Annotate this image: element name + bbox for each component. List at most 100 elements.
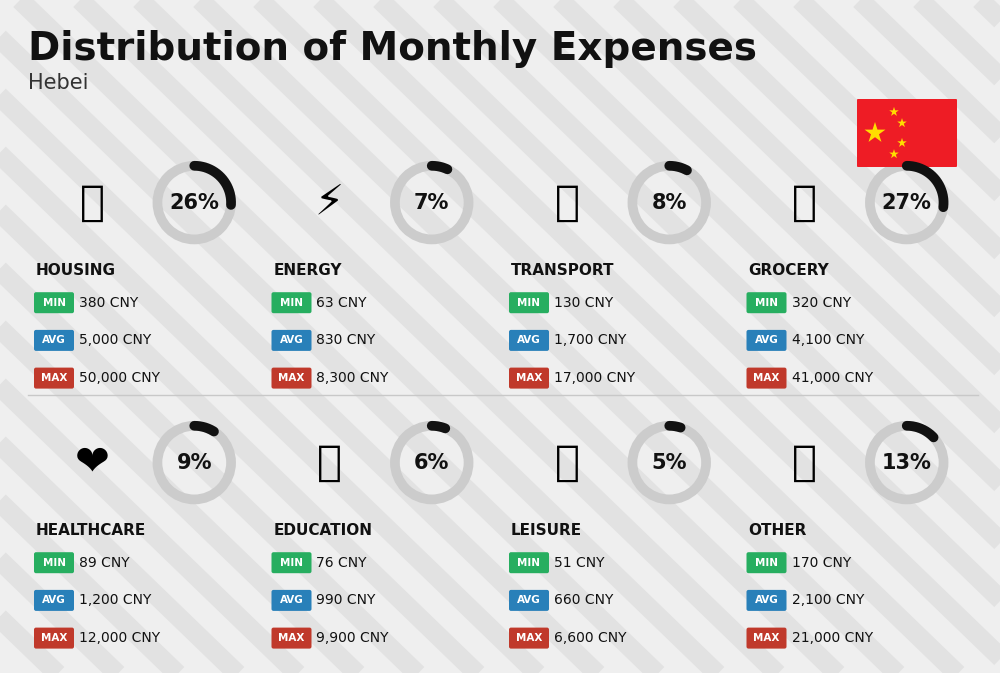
FancyBboxPatch shape	[272, 590, 312, 611]
FancyBboxPatch shape	[34, 590, 74, 611]
Text: MAX: MAX	[516, 373, 542, 383]
Text: MAX: MAX	[753, 373, 780, 383]
Text: 🛍: 🛍	[555, 441, 580, 484]
FancyBboxPatch shape	[746, 292, 786, 313]
FancyBboxPatch shape	[746, 590, 786, 611]
Text: 8%: 8%	[652, 192, 687, 213]
FancyBboxPatch shape	[857, 99, 957, 167]
Text: MIN: MIN	[280, 297, 303, 308]
Text: 🏢: 🏢	[80, 182, 105, 223]
Text: 380 CNY: 380 CNY	[79, 295, 138, 310]
Text: 17,000 CNY: 17,000 CNY	[554, 371, 635, 385]
FancyBboxPatch shape	[34, 367, 74, 388]
Text: 4,100 CNY: 4,100 CNY	[792, 333, 864, 347]
Text: 🛒: 🛒	[792, 182, 817, 223]
Text: TRANSPORT: TRANSPORT	[511, 262, 614, 278]
Text: AVG: AVG	[517, 596, 541, 606]
Text: MIN: MIN	[280, 558, 303, 568]
Text: 1,700 CNY: 1,700 CNY	[554, 333, 626, 347]
FancyBboxPatch shape	[272, 292, 312, 313]
Text: 1,200 CNY: 1,200 CNY	[79, 594, 151, 608]
Text: MIN: MIN	[755, 297, 778, 308]
Text: AVG: AVG	[517, 335, 541, 345]
FancyBboxPatch shape	[34, 553, 74, 573]
FancyBboxPatch shape	[272, 367, 312, 388]
Text: 5%: 5%	[652, 453, 687, 472]
FancyBboxPatch shape	[509, 628, 549, 649]
Polygon shape	[897, 118, 907, 127]
Text: HEALTHCARE: HEALTHCARE	[36, 523, 146, 538]
Text: 320 CNY: 320 CNY	[792, 295, 851, 310]
Text: 🚌: 🚌	[555, 182, 580, 223]
FancyBboxPatch shape	[34, 330, 74, 351]
Text: 🎓: 🎓	[317, 441, 342, 484]
Text: 50,000 CNY: 50,000 CNY	[79, 371, 160, 385]
Text: MIN: MIN	[42, 297, 66, 308]
Text: 6,600 CNY: 6,600 CNY	[554, 631, 626, 645]
Text: 660 CNY: 660 CNY	[554, 594, 613, 608]
Text: 990 CNY: 990 CNY	[316, 594, 376, 608]
Text: AVG: AVG	[280, 335, 303, 345]
Text: OTHER: OTHER	[748, 523, 807, 538]
FancyBboxPatch shape	[509, 367, 549, 388]
Text: MAX: MAX	[41, 373, 67, 383]
FancyBboxPatch shape	[746, 367, 786, 388]
Text: AVG: AVG	[755, 335, 778, 345]
FancyBboxPatch shape	[272, 330, 312, 351]
Text: MAX: MAX	[41, 633, 67, 643]
FancyBboxPatch shape	[509, 292, 549, 313]
Text: MAX: MAX	[516, 633, 542, 643]
Text: MAX: MAX	[753, 633, 780, 643]
Text: AVG: AVG	[755, 596, 778, 606]
Text: 41,000 CNY: 41,000 CNY	[792, 371, 873, 385]
Text: MAX: MAX	[278, 633, 305, 643]
FancyBboxPatch shape	[509, 330, 549, 351]
Text: 💰: 💰	[792, 441, 817, 484]
Text: 26%: 26%	[169, 192, 219, 213]
Text: 89 CNY: 89 CNY	[79, 556, 130, 570]
FancyBboxPatch shape	[746, 628, 786, 649]
FancyBboxPatch shape	[272, 628, 312, 649]
Text: LEISURE: LEISURE	[511, 523, 582, 538]
Text: 13%: 13%	[882, 453, 932, 472]
Text: 12,000 CNY: 12,000 CNY	[79, 631, 160, 645]
Text: 6%: 6%	[414, 453, 449, 472]
Text: 51 CNY: 51 CNY	[554, 556, 604, 570]
Text: AVG: AVG	[42, 335, 66, 345]
FancyBboxPatch shape	[746, 553, 786, 573]
Text: 9,900 CNY: 9,900 CNY	[316, 631, 389, 645]
Text: AVG: AVG	[42, 596, 66, 606]
Text: MIN: MIN	[518, 297, 540, 308]
FancyBboxPatch shape	[272, 553, 312, 573]
Text: MIN: MIN	[42, 558, 66, 568]
Polygon shape	[889, 107, 899, 116]
Text: 76 CNY: 76 CNY	[316, 556, 367, 570]
Text: Distribution of Monthly Expenses: Distribution of Monthly Expenses	[28, 30, 757, 68]
Polygon shape	[897, 138, 907, 147]
Text: 7%: 7%	[414, 192, 449, 213]
Polygon shape	[865, 122, 885, 142]
Text: 130 CNY: 130 CNY	[554, 295, 613, 310]
Text: 8,300 CNY: 8,300 CNY	[316, 371, 389, 385]
Text: MAX: MAX	[278, 373, 305, 383]
Text: 63 CNY: 63 CNY	[316, 295, 367, 310]
Text: EDUCATION: EDUCATION	[274, 523, 372, 538]
Text: 27%: 27%	[882, 192, 932, 213]
Text: Hebei: Hebei	[28, 73, 88, 93]
FancyBboxPatch shape	[509, 590, 549, 611]
FancyBboxPatch shape	[34, 628, 74, 649]
Polygon shape	[889, 149, 899, 158]
Text: 5,000 CNY: 5,000 CNY	[79, 333, 151, 347]
Text: MIN: MIN	[755, 558, 778, 568]
Text: 9%: 9%	[176, 453, 212, 472]
Text: ❤: ❤	[75, 441, 110, 484]
FancyBboxPatch shape	[34, 292, 74, 313]
Text: AVG: AVG	[280, 596, 303, 606]
Text: 830 CNY: 830 CNY	[316, 333, 376, 347]
Text: ENERGY: ENERGY	[274, 262, 342, 278]
Text: GROCERY: GROCERY	[748, 262, 829, 278]
Text: MIN: MIN	[518, 558, 540, 568]
Text: 21,000 CNY: 21,000 CNY	[792, 631, 873, 645]
Text: HOUSING: HOUSING	[36, 262, 116, 278]
Text: 2,100 CNY: 2,100 CNY	[792, 594, 864, 608]
